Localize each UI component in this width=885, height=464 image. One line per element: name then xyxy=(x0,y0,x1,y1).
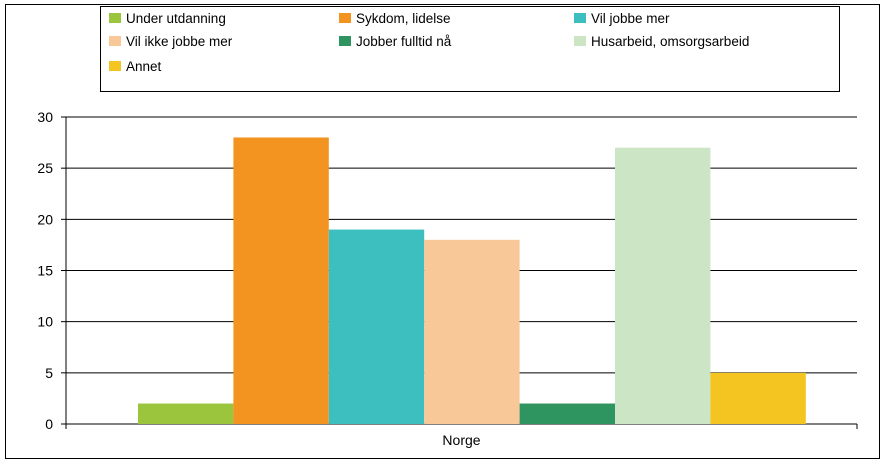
legend-item: Annet xyxy=(109,58,161,76)
legend-label: Vil jobbe mer xyxy=(591,11,670,26)
legend-swatch xyxy=(109,60,121,71)
legend-label: Vil ikke jobbe mer xyxy=(126,34,233,49)
legend-item: Under utdanning xyxy=(109,10,226,28)
bar-5 xyxy=(519,403,615,424)
bar-4 xyxy=(424,239,520,424)
legend-swatch xyxy=(339,12,351,23)
legend-swatch xyxy=(574,35,586,46)
legend: Under utdanning Sykdom, lidelse Vil jobbe … xyxy=(100,6,840,92)
legend-swatch xyxy=(574,12,586,23)
legend-label: Jobber fulltid nå xyxy=(356,34,452,49)
legend-swatch xyxy=(109,35,121,46)
legend-item: Jobber fulltid nå xyxy=(339,33,451,51)
legend-label: Annet xyxy=(126,59,162,74)
bar-2 xyxy=(233,137,329,424)
legend-item: Sykdom, lidelse xyxy=(339,10,451,28)
legend-label: Sykdom, lidelse xyxy=(356,11,451,26)
y-tick-label: 10 xyxy=(37,314,53,330)
legend-item: Vil jobbe mer xyxy=(574,10,670,28)
x-category-label: Norge xyxy=(442,432,480,448)
legend-item: Vil ikke jobbe mer xyxy=(109,33,232,51)
y-tick-label: 20 xyxy=(37,211,53,227)
y-tick-label: 30 xyxy=(37,109,53,125)
y-tick-label: 0 xyxy=(45,416,53,432)
y-tick-label: 15 xyxy=(37,263,53,279)
legend-label: Husarbeid, omsorgsarbeid xyxy=(591,34,750,49)
y-tick-label: 5 xyxy=(45,365,53,381)
legend-label: Under utdanning xyxy=(126,11,226,26)
legend-swatch xyxy=(339,35,351,46)
legend-item: Husarbeid, omsorgsarbeid xyxy=(574,33,749,51)
bar-7 xyxy=(710,372,806,424)
bar-6 xyxy=(615,147,711,424)
legend-swatch xyxy=(109,12,121,23)
bar-3 xyxy=(328,229,425,424)
bar-1 xyxy=(138,403,234,424)
y-tick-label: 25 xyxy=(37,160,53,176)
